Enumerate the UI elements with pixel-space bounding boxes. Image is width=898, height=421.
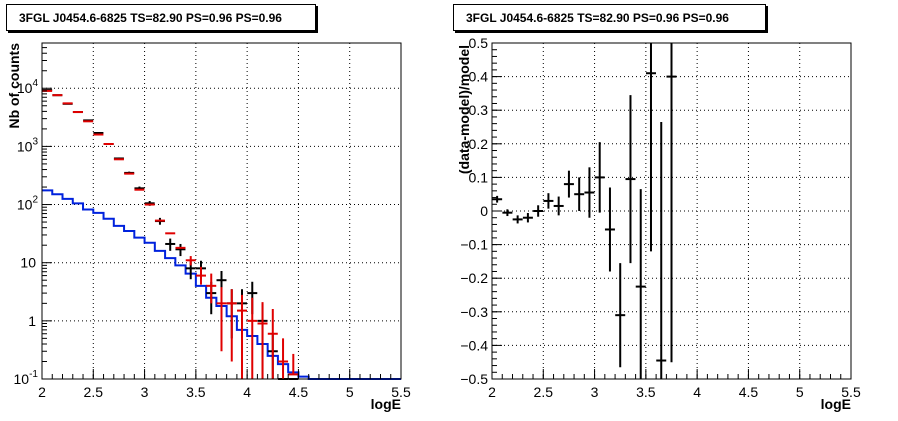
model-point [206, 273, 217, 304]
counts-chart: 2 2.5 3 3.5 4 4.5 5 5.5 10-1 1 10 102 103 104 logE Nb… [6, 42, 411, 412]
counts-y-tick-label: 104 [17, 78, 39, 96]
residual-point [635, 189, 646, 379]
counts-x-axis-label: logE [371, 396, 401, 412]
residual-x-tick-label: 4 [693, 384, 701, 400]
counts-x-tick-label: 5.5 [391, 384, 411, 400]
residual-point [604, 187, 615, 272]
counts-x-tick-label: 4 [243, 384, 251, 400]
model-point [288, 353, 299, 376]
residual-point [502, 209, 513, 217]
residual-y-tick-label: 0.1 [469, 169, 489, 185]
residual-y-tick-label: 0.5 [469, 35, 489, 51]
residual-y-tick-label: −0.1 [460, 237, 488, 253]
counts-axes: 2 2.5 3 3.5 4 4.5 5 5.5 10-1 1 10 102 103 104 [14, 42, 411, 400]
residual-y-tick-label: −0.2 [460, 270, 488, 286]
residual-point [492, 195, 503, 203]
residual-point [543, 193, 554, 209]
residual-x-tick-label: 5 [796, 384, 804, 400]
residual-point [522, 213, 533, 223]
residual-point [512, 215, 523, 224]
counts-x-tick-label: 3.5 [186, 384, 206, 400]
residual-x-tick-label: 2.5 [534, 384, 554, 400]
model-point [226, 289, 237, 362]
counts-marks [42, 89, 401, 380]
counts-plot-frame [41, 42, 402, 380]
counts-y-axis-label: Nb of counts [6, 43, 22, 129]
residual-y-tick-label: 0 [480, 203, 488, 219]
residual-point [533, 205, 544, 217]
model-point [237, 294, 248, 379]
residual-x-tick-label: 2 [488, 384, 496, 400]
residual-y-tick-label: −0.3 [460, 304, 488, 320]
background-step-line [42, 189, 401, 380]
counts-y-tick-label: 102 [17, 195, 39, 213]
residual-point [645, 43, 656, 252]
residual-axes: 2 2.5 3 3.5 4 4.5 5 5.5 −0.5 −0.4 −0.3 −0.2 −0.1 0 0.1… [460, 35, 861, 400]
model-point [185, 256, 196, 266]
model-point [278, 338, 289, 379]
residual-point [574, 177, 585, 211]
residual-y-tick-label: 0.3 [469, 102, 489, 118]
residual-x-tick-label: 3.5 [636, 384, 656, 400]
counts-x-tick-label: 5 [346, 384, 354, 400]
model-point [216, 287, 227, 352]
model-point [247, 297, 258, 379]
data-point [175, 243, 186, 257]
counts-x-tick-label: 2.5 [84, 384, 104, 400]
residual-y-tick-label: −0.5 [460, 371, 488, 387]
counts-y-tick-label: 10 [20, 255, 36, 271]
residual-chart: 2 2.5 3 3.5 4 4.5 5 5.5 −0.5 −0.4 −0.3 −0.2 −0.1 0 0.1… [456, 35, 861, 412]
residual-marks [492, 43, 677, 379]
residual-y-tick-label: 0.4 [469, 69, 489, 85]
model-point [195, 266, 206, 285]
left-chart-title: 3FGL J0454.6-6825 TS=82.90 PS=0.96 PS=0.… [6, 4, 316, 31]
residual-grid [492, 43, 851, 379]
counts-y-tick-label: 10-1 [14, 369, 39, 387]
data-point [165, 238, 176, 251]
residual-x-tick-label: 3 [591, 384, 599, 400]
residual-x-tick-label: 4.5 [739, 384, 759, 400]
residual-point [615, 263, 626, 368]
residual-point [656, 121, 667, 379]
counts-y-tick-label: 1 [28, 313, 36, 329]
residual-point [563, 170, 574, 198]
residual-point [594, 142, 605, 213]
counts-x-tick-label: 4.5 [289, 384, 309, 400]
residual-x-tick-label: 5.5 [841, 384, 861, 400]
residual-point [584, 167, 595, 218]
counts-y-tick-label: 103 [17, 136, 39, 154]
model-point [267, 308, 278, 379]
data-point [93, 131, 104, 134]
residual-y-axis-label: (data-model)/model [456, 45, 472, 174]
model-point [257, 302, 268, 379]
residual-point [553, 196, 564, 216]
counts-x-tick-label: 2 [38, 384, 46, 400]
residual-y-tick-label: −0.4 [460, 337, 488, 353]
residual-y-tick-label: 0.2 [469, 136, 489, 152]
counts-x-tick-label: 3 [141, 384, 149, 400]
residual-x-axis-label: logE [821, 396, 851, 412]
right-chart-title: 3FGL J0454.6-6825 TS=82.90 PS=0.96 PS=0.… [453, 4, 766, 31]
residual-point [625, 95, 636, 264]
residual-point [666, 43, 677, 363]
